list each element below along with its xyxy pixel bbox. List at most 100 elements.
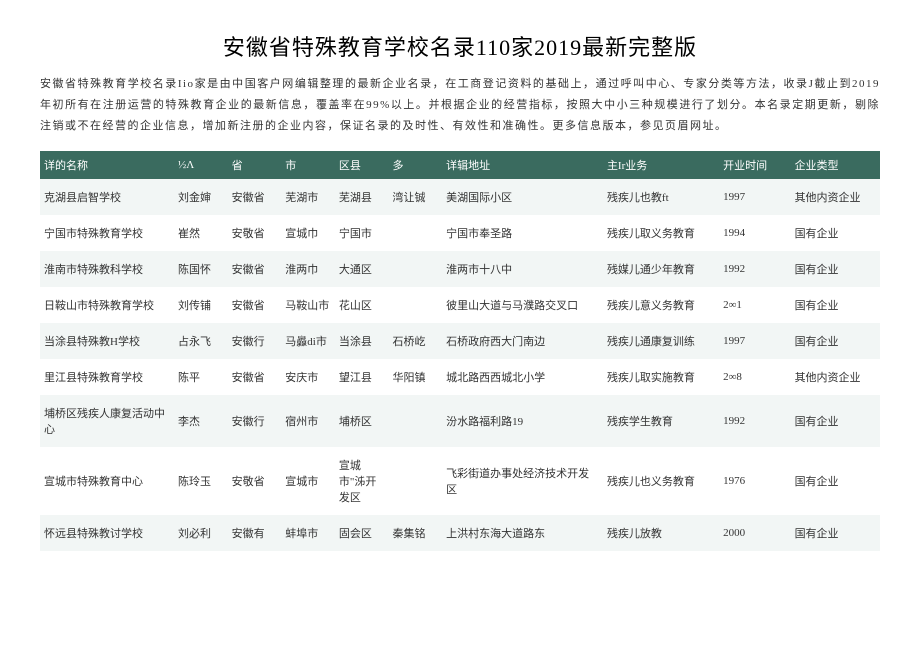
table-cell: 石桥屹 (388, 323, 442, 359)
table-row: 淮南市特殊教科学校陈国怀安徽省淮两巾大通区淮两市十八中残媒儿通少年教育1992国… (40, 251, 880, 287)
table-cell: 陈平 (174, 359, 228, 395)
table-cell: 大通区 (335, 251, 389, 287)
table-cell: 安庆市 (281, 359, 335, 395)
col-town: 多 (388, 151, 442, 179)
intro-paragraph: 安徽省特殊教育学校名录Iio家是由中国客户网编辑整理的最新企业名录，在工商登记资… (40, 74, 880, 137)
table-cell: 残疾儿放教 (603, 515, 719, 551)
table-cell: 望江县 (335, 359, 389, 395)
table-cell: 安敬省 (228, 215, 282, 251)
table-cell: 宣城市 (281, 447, 335, 515)
table-cell (388, 215, 442, 251)
table-body: 克湖县启智学校刘金婶安徽省芜湖市芜湖县湾让铖美湖国际小区残疾儿也教ft1997其… (40, 179, 880, 551)
table-cell: 怀远县特殊教讨学校 (40, 515, 174, 551)
table-cell: 宣城市特殊教育中心 (40, 447, 174, 515)
table-cell: 残疾儿意义务教育 (603, 287, 719, 323)
table-cell: 安徽省 (228, 251, 282, 287)
table-row: 宣城市特殊教育中心陈玲玉安敬省宣城市宣城市"泲开发区飞彩街道办事处经济技术开发区… (40, 447, 880, 515)
table-cell: 安徽省 (228, 179, 282, 215)
table-cell: 国有企业 (791, 447, 880, 515)
table-cell: 淮南市特殊教科学校 (40, 251, 174, 287)
table-cell: 宣城市"泲开发区 (335, 447, 389, 515)
table-row: 克湖县启智学校刘金婶安徽省芜湖市芜湖县湾让铖美湖国际小区残疾儿也教ft1997其… (40, 179, 880, 215)
table-header-row: 详的名称 ½Λ 省 市 区县 多 详辑地址 主Ir业务 开业时间 企业类型 (40, 151, 880, 179)
table-cell: 宁国市 (335, 215, 389, 251)
table-cell: 残疾儿也教ft (603, 179, 719, 215)
table-cell: 国有企业 (791, 287, 880, 323)
table-cell: 芜湖县 (335, 179, 389, 215)
table-row: 埔桥区残疾人康复活动中心李杰安徽行宿州市埔桥区汾水路福利路19残疾学生教育199… (40, 395, 880, 447)
table-cell: 里江县特殊教育学校 (40, 359, 174, 395)
table-cell: 埔桥区残疾人康复活动中心 (40, 395, 174, 447)
table-cell: 埔桥区 (335, 395, 389, 447)
table-cell: 1976 (719, 447, 790, 515)
col-address: 详辑地址 (442, 151, 603, 179)
table-cell: 宿州市 (281, 395, 335, 447)
table-cell: 安徽行 (228, 323, 282, 359)
table-cell: 安徽有 (228, 515, 282, 551)
table-cell: 当涂县特殊教H学校 (40, 323, 174, 359)
table-cell: 彼里山大道与马濮路交叉口 (442, 287, 603, 323)
table-cell: 1997 (719, 323, 790, 359)
table-row: 日鞍山市特殊教育学校刘传铺安徽省马鞍山市花山区彼里山大道与马濮路交叉口残疾儿意义… (40, 287, 880, 323)
col-business: 主Ir业务 (603, 151, 719, 179)
table-cell: 1997 (719, 179, 790, 215)
table-cell: 安徽行 (228, 395, 282, 447)
table-cell: 国有企业 (791, 215, 880, 251)
table-cell: 日鞍山市特殊教育学校 (40, 287, 174, 323)
table-cell: 李杰 (174, 395, 228, 447)
table-cell: 2∞8 (719, 359, 790, 395)
table-cell: 马鞍山市 (281, 287, 335, 323)
table-cell: 固会区 (335, 515, 389, 551)
table-cell: 湾让铖 (388, 179, 442, 215)
table-cell: 淮两市十八中 (442, 251, 603, 287)
table-cell: 2000 (719, 515, 790, 551)
table-cell: 国有企业 (791, 251, 880, 287)
table-cell: 当涂县 (335, 323, 389, 359)
table-cell: 宁国市奉圣路 (442, 215, 603, 251)
table-cell (388, 251, 442, 287)
table-cell: 安敬省 (228, 447, 282, 515)
col-district: 区县 (335, 151, 389, 179)
table-cell: 残媒儿通少年教育 (603, 251, 719, 287)
table-cell: 飞彩街道办事处经济技术开发区 (442, 447, 603, 515)
table-cell: 刘必利 (174, 515, 228, 551)
table-cell: 残疾学生教育 (603, 395, 719, 447)
table-cell (388, 287, 442, 323)
table-cell: 国有企业 (791, 323, 880, 359)
table-cell: 宣城巾 (281, 215, 335, 251)
table-cell: 占永飞 (174, 323, 228, 359)
table-cell: 陈玲玉 (174, 447, 228, 515)
table-cell: 安徽省 (228, 359, 282, 395)
table-cell: 石桥政府西大门南边 (442, 323, 603, 359)
table-cell: 残疾儿通康复训练 (603, 323, 719, 359)
table-cell: 残疾儿取实施教育 (603, 359, 719, 395)
table-cell (388, 395, 442, 447)
col-name: 详的名称 (40, 151, 174, 179)
table-cell: 1994 (719, 215, 790, 251)
table-row: 里江县特殊教育学校陈平安徽省安庆市望江县华阳镇城北路西西城北小学残疾儿取实施教育… (40, 359, 880, 395)
table-cell (388, 447, 442, 515)
table-cell: 其他内资企业 (791, 179, 880, 215)
table-cell: 陈国怀 (174, 251, 228, 287)
table-row: 宁国市特殊教育学校崔然安敬省宣城巾宁国市 宁国市奉圣路残疾儿取义务教育1994国有… (40, 215, 880, 251)
table-cell: 其他内资企业 (791, 359, 880, 395)
table-cell: 蚌埠市 (281, 515, 335, 551)
table-cell: 克湖县启智学校 (40, 179, 174, 215)
table-cell: 国有企业 (791, 395, 880, 447)
table-cell: 淮两巾 (281, 251, 335, 287)
col-person: ½Λ (174, 151, 228, 179)
col-province: 省 (228, 151, 282, 179)
table-cell: 2∞1 (719, 287, 790, 323)
col-opendate: 开业时间 (719, 151, 790, 179)
table-cell: 宁国市特殊教育学校 (40, 215, 174, 251)
table-cell: 残疾儿也义务教育 (603, 447, 719, 515)
table-cell: 刘传铺 (174, 287, 228, 323)
table-cell: 城北路西西城北小学 (442, 359, 603, 395)
table-cell: 花山区 (335, 287, 389, 323)
table-cell: 马灥di市 (281, 323, 335, 359)
table-cell: 崔然 (174, 215, 228, 251)
table-cell: 残疾儿取义务教育 (603, 215, 719, 251)
col-city: 市 (281, 151, 335, 179)
schools-table: 详的名称 ½Λ 省 市 区县 多 详辑地址 主Ir业务 开业时间 企业类型 克湖… (40, 151, 880, 551)
page-title: 安徽省特殊教育学校名录110家2019最新完整版 (40, 30, 880, 62)
